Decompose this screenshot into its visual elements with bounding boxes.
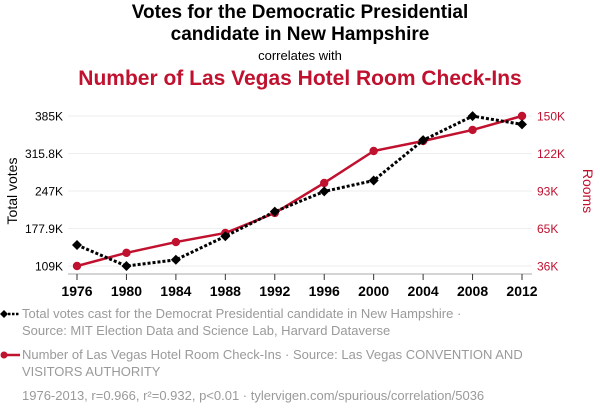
legend-rooms-marker-icon xyxy=(0,351,20,359)
y-tick-label-left: 109K xyxy=(35,260,63,274)
x-tick-label: 1980 xyxy=(111,283,142,299)
legend-votes: Total votes cast for the Democrat Presid… xyxy=(0,305,462,339)
legend-rooms-text-line1: Number of Las Vegas Hotel Room Check-Ins… xyxy=(22,347,523,362)
rooms-data-point xyxy=(171,237,181,247)
x-tick-label: 1988 xyxy=(210,283,241,299)
y-tick-label-right: 65K xyxy=(537,222,558,236)
votes-data-point xyxy=(467,111,478,122)
series-layer xyxy=(72,111,527,272)
x-tick-label: 1984 xyxy=(160,283,191,299)
x-tick-label: 2008 xyxy=(457,283,488,299)
y-tick-label-left: 247K xyxy=(35,185,63,199)
rooms-series-line xyxy=(76,114,523,268)
rooms-data-point xyxy=(122,248,131,258)
x-tick-label: 2012 xyxy=(506,283,537,299)
gridlines xyxy=(68,115,532,267)
y-tick-label-right: 36K xyxy=(537,260,558,274)
y-axis-label-right: Rooms xyxy=(580,169,596,213)
y-axis-label-left: Total votes xyxy=(4,158,20,225)
votes-data-point xyxy=(121,261,132,272)
chart-area: 109K 36K 177.9K 65K 247K 93K 315.8K 122K 385K 150… xyxy=(4,110,596,300)
x-tick-label: 2004 xyxy=(408,283,439,299)
legend-votes-text-line2: Source: MIT Election Data and Science La… xyxy=(22,323,391,338)
votes-data-point xyxy=(269,206,280,217)
y-tick-label-left: 177.9K xyxy=(25,222,63,236)
x-tick-label: 1996 xyxy=(309,283,340,299)
y-tick-label-right: 150K xyxy=(537,110,565,124)
rooms-data-point xyxy=(320,178,329,188)
votes-data-point xyxy=(220,231,231,242)
correlation-stats: 1976-2013, r=0.966, r²=0.932, p<0.01 · t… xyxy=(22,388,485,403)
rooms-data-point xyxy=(72,261,82,271)
votes-data-point xyxy=(368,175,379,186)
rooms-data-point xyxy=(468,125,477,135)
y-tick-label-right: 93K xyxy=(537,185,558,199)
x-tick-label: 1976 xyxy=(61,283,92,299)
chart-subtitle: Number of Las Vegas Hotel Room Check-Ins xyxy=(78,67,522,90)
votes-data-point xyxy=(170,254,181,265)
rooms-data-point xyxy=(517,111,527,121)
y-tick-label-right: 122K xyxy=(537,147,565,161)
chart-title-line2: candidate in New Hampshire xyxy=(170,24,430,45)
votes-data-point xyxy=(319,186,330,197)
rooms-data-point xyxy=(369,146,378,156)
legend-votes-text-line1: Total votes cast for the Democrat Presid… xyxy=(22,306,462,321)
votes-data-point xyxy=(517,119,527,130)
y-tick-label-left: 315.8K xyxy=(25,147,63,161)
y-tick-label-left: 385K xyxy=(35,110,63,124)
legend-rooms: Number of Las Vegas Hotel Room Check-Ins… xyxy=(0,346,523,380)
votes-data-point xyxy=(72,240,82,251)
legend-rooms-text-line2: VISITORS AUTHORITY xyxy=(22,364,161,379)
legend-votes-marker-icon xyxy=(0,310,20,318)
chart-title-line1: Votes for the Democratic Presidential xyxy=(131,2,469,23)
correlates-with-label: correlates with xyxy=(258,48,342,63)
votes-data-point xyxy=(418,135,429,146)
axes: 109K 36K 177.9K 65K 247K 93K 315.8K 122K 385K 150… xyxy=(25,110,565,300)
x-tick-label: 2000 xyxy=(358,283,389,299)
votes-series-line xyxy=(76,114,523,268)
x-tick-label: 1992 xyxy=(259,283,290,299)
